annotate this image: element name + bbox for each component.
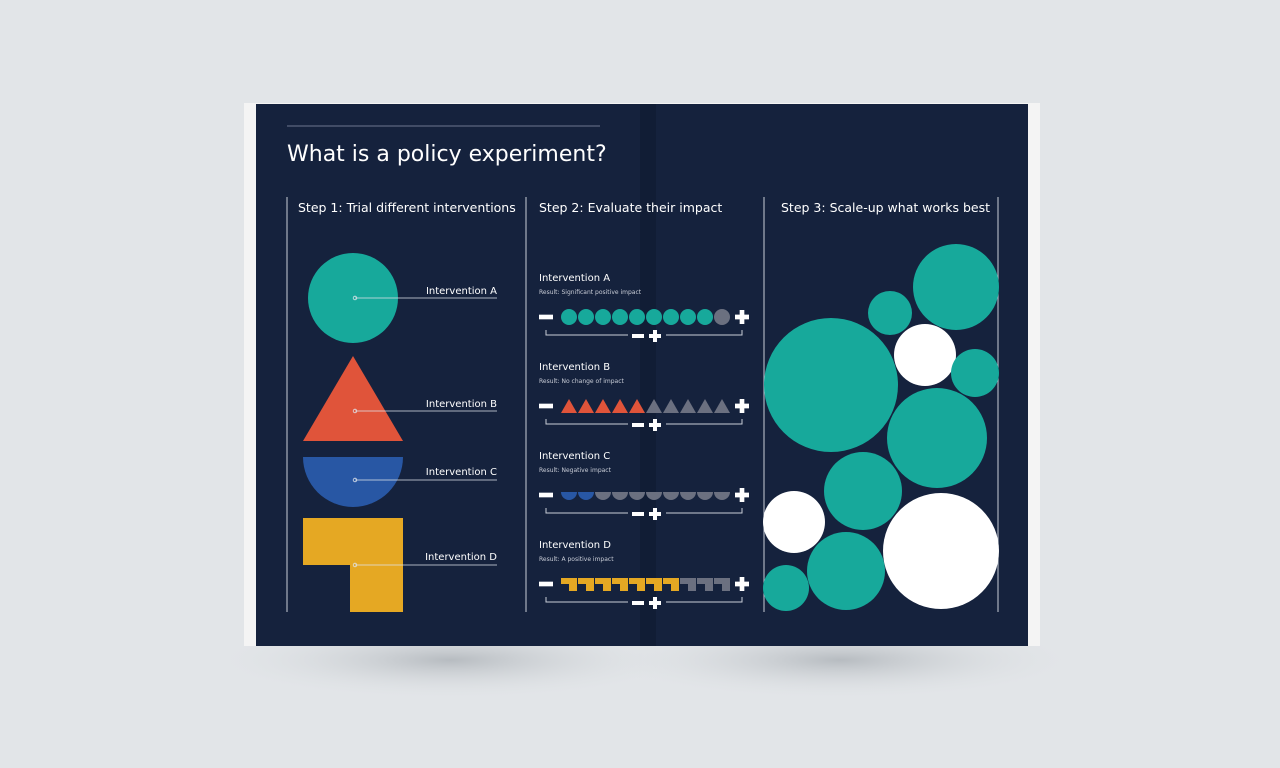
score-mark <box>595 492 611 500</box>
score-mark <box>561 492 577 500</box>
score-mark <box>714 492 730 500</box>
step1-label-d: Intervention D <box>425 552 497 563</box>
plus-icon <box>649 597 661 609</box>
minus-icon <box>632 334 644 338</box>
score-mark <box>578 399 594 413</box>
score-mark <box>578 578 594 591</box>
score-mark <box>663 492 679 500</box>
bubble <box>887 388 987 488</box>
minus-icon <box>539 403 553 409</box>
step-1-heading: Step 1: Trial different interventions <box>298 200 516 215</box>
intervention-c-semicircle <box>303 457 403 507</box>
plus-icon <box>735 310 749 324</box>
score-mark <box>697 399 713 413</box>
score-mark <box>578 492 594 500</box>
bubble <box>763 491 825 553</box>
minus-icon <box>539 314 553 320</box>
intervention-name: Intervention D <box>539 540 611 551</box>
score-mark <box>646 399 662 413</box>
bubble <box>883 493 999 609</box>
bubble <box>764 318 898 452</box>
intervention-b-triangle <box>303 356 403 441</box>
score-mark <box>646 492 662 500</box>
evaluation-row: Intervention D Result: A positive impact <box>539 540 749 609</box>
intervention-result: Result: A positive impact <box>539 556 614 563</box>
minus-icon <box>539 492 553 498</box>
score-mark <box>629 309 645 325</box>
plus-icon <box>649 508 661 520</box>
plus-icon <box>649 330 661 342</box>
minus-icon <box>632 601 644 605</box>
bubble <box>913 244 999 330</box>
score-mark <box>714 399 730 413</box>
bubble <box>824 452 902 530</box>
score-mark <box>714 578 730 591</box>
score-mark <box>697 578 713 591</box>
step-2-heading: Step 2: Evaluate their impact <box>539 200 722 215</box>
score-mark <box>629 399 645 413</box>
score-mark <box>561 578 577 591</box>
evaluation-row: Intervention C Result: Negative impact <box>539 451 749 520</box>
score-mark <box>663 399 679 413</box>
score-mark <box>680 492 696 500</box>
range-bracket <box>545 597 743 603</box>
range-bracket <box>545 508 743 514</box>
bubble <box>807 532 885 610</box>
score-mark <box>612 309 628 325</box>
step-3-heading: Step 3: Scale-up what works best <box>781 200 990 215</box>
step1-label-a: Intervention A <box>426 286 497 297</box>
score-mark <box>629 492 645 500</box>
minus-icon <box>539 581 553 587</box>
range-bracket <box>545 330 743 336</box>
score-mark <box>612 399 628 413</box>
intervention-name: Intervention C <box>539 451 610 462</box>
evaluation-row: Intervention B Result: No change of impac… <box>539 362 749 431</box>
intervention-result: Result: Significant positive impact <box>539 289 642 296</box>
evaluation-row: Intervention A Result: Significant positi… <box>539 273 749 342</box>
score-mark <box>646 309 662 325</box>
score-mark <box>646 578 662 591</box>
minus-icon <box>632 423 644 427</box>
score-mark <box>663 578 679 591</box>
step1-label-c: Intervention C <box>426 467 497 478</box>
score-mark <box>680 309 696 325</box>
plus-icon <box>735 577 749 591</box>
plus-icon <box>735 399 749 413</box>
plus-icon <box>649 419 661 431</box>
score-mark <box>561 309 577 325</box>
bubble <box>951 349 999 397</box>
score-mark <box>697 309 713 325</box>
score-mark <box>714 309 730 325</box>
minus-icon <box>632 512 644 516</box>
score-mark <box>595 578 611 591</box>
bubble <box>763 565 809 611</box>
score-mark <box>663 309 679 325</box>
plus-icon <box>735 488 749 502</box>
scale-up-bubbles <box>763 244 999 611</box>
score-mark <box>561 399 577 413</box>
score-mark <box>612 578 628 591</box>
leader-lines <box>352 295 497 568</box>
score-mark <box>680 578 696 591</box>
score-mark <box>680 399 696 413</box>
score-mark <box>612 492 628 500</box>
score-mark <box>697 492 713 500</box>
evaluation-rows: Intervention A Result: Significant positi… <box>539 273 749 609</box>
score-mark <box>595 309 611 325</box>
intervention-result: Result: Negative impact <box>539 467 612 474</box>
intervention-result: Result: No change of impact <box>539 378 625 385</box>
step1-label-b: Intervention B <box>426 399 497 410</box>
bubble <box>894 324 956 386</box>
score-mark <box>595 399 611 413</box>
bubble <box>868 291 912 335</box>
intervention-name: Intervention A <box>539 273 610 284</box>
column-dividers <box>286 197 999 612</box>
spine <box>640 104 656 646</box>
page-title: What is a policy experiment? <box>287 142 607 167</box>
score-mark <box>629 578 645 591</box>
range-bracket <box>545 419 743 425</box>
score-mark <box>578 309 594 325</box>
intervention-name: Intervention B <box>539 362 610 373</box>
